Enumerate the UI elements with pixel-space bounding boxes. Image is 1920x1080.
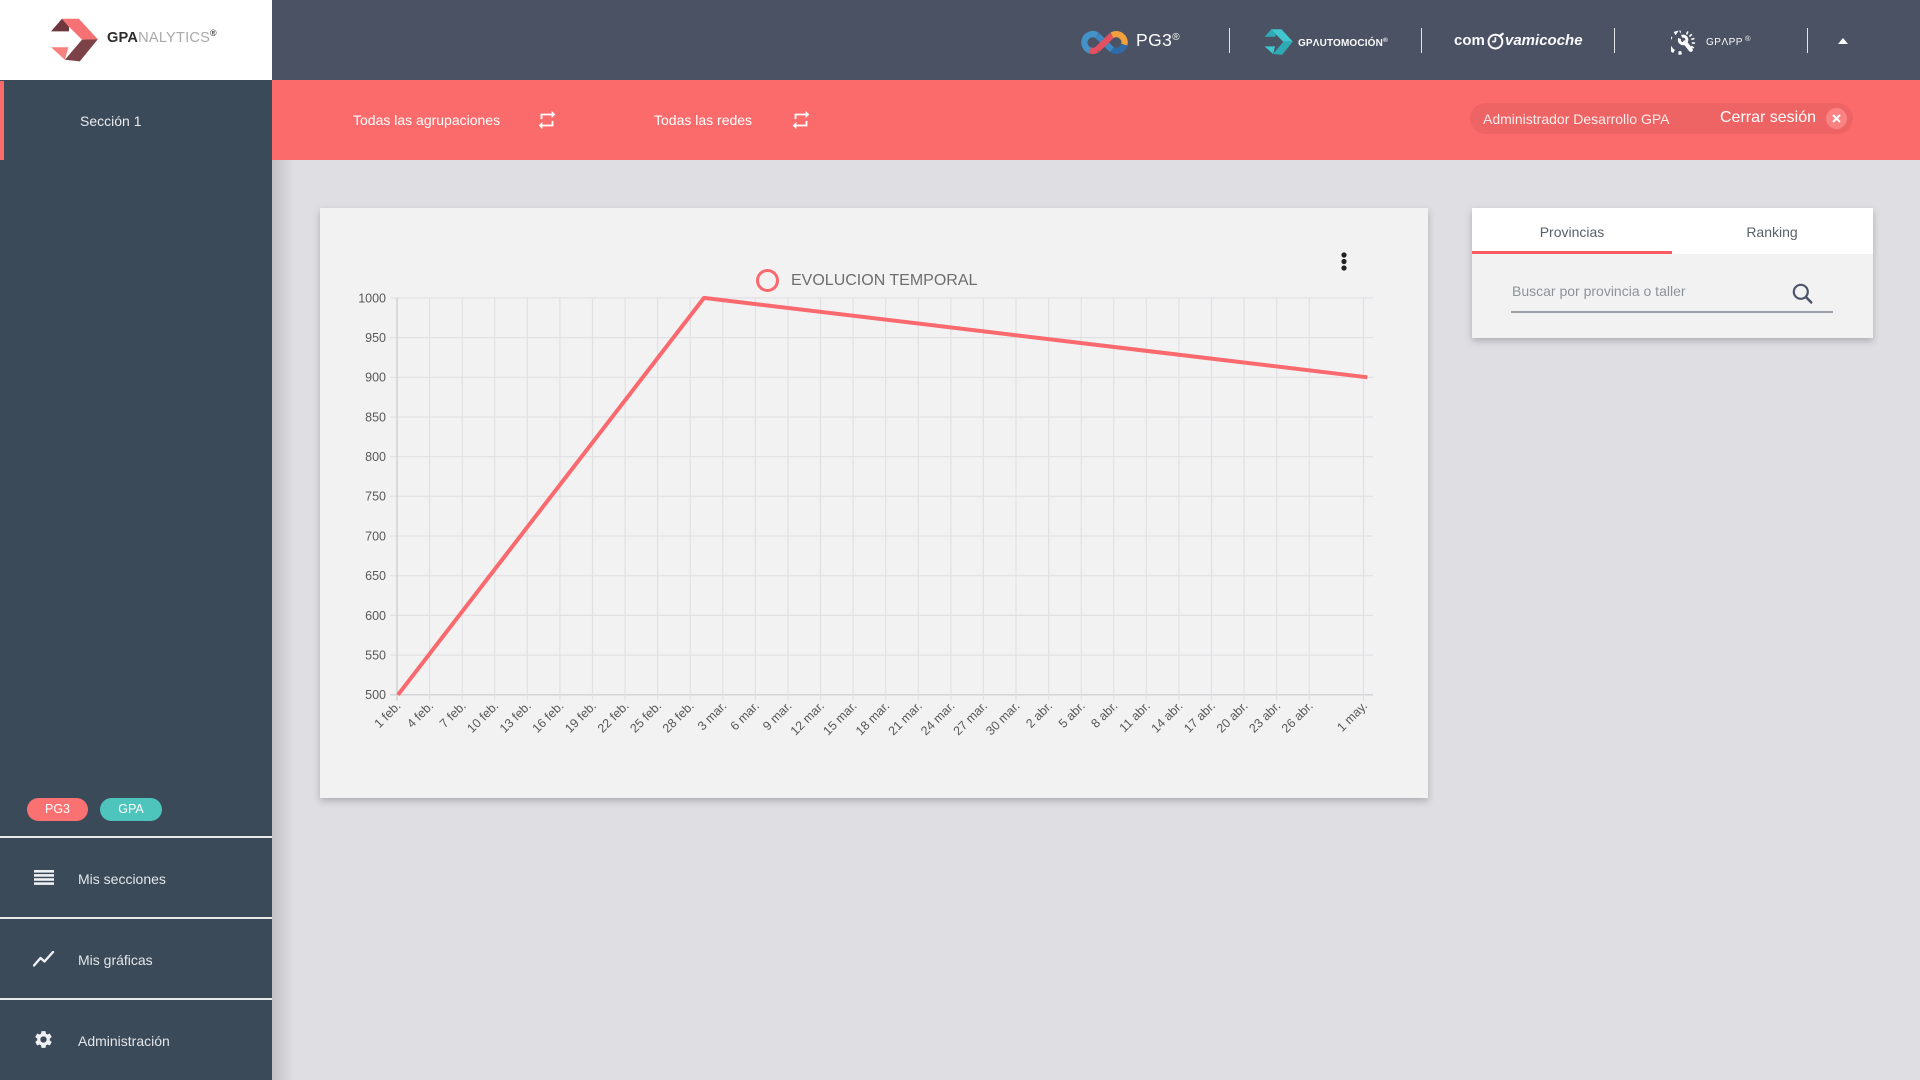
svg-text:800: 800 [365, 450, 386, 464]
svg-text:13 feb.: 13 feb. [497, 699, 534, 736]
svg-text:19 feb.: 19 feb. [562, 699, 599, 736]
svg-text:17 abr.: 17 abr. [1181, 699, 1218, 736]
svg-text:2 abr.: 2 abr. [1023, 699, 1055, 731]
svg-text:650: 650 [365, 569, 386, 583]
svg-text:14 abr.: 14 abr. [1149, 699, 1186, 736]
svg-text:18 mar.: 18 mar. [853, 699, 892, 738]
svg-text:11 abr.: 11 abr. [1117, 699, 1153, 735]
svg-text:550: 550 [365, 649, 386, 663]
svg-text:950: 950 [365, 331, 386, 345]
svg-text:700: 700 [365, 529, 386, 543]
svg-text:850: 850 [365, 410, 386, 424]
svg-text:26 abr.: 26 abr. [1279, 699, 1316, 736]
svg-text:23 abr.: 23 abr. [1246, 699, 1283, 736]
svg-text:5 abr.: 5 abr. [1056, 699, 1088, 731]
svg-text:22 feb.: 22 feb. [595, 699, 632, 736]
svg-text:900: 900 [365, 371, 386, 385]
svg-text:1000: 1000 [358, 291, 386, 305]
svg-text:16 feb.: 16 feb. [530, 699, 567, 736]
svg-text:21 mar.: 21 mar. [886, 699, 925, 738]
svg-text:6 mar.: 6 mar. [728, 699, 762, 733]
svg-text:27 mar.: 27 mar. [951, 699, 990, 738]
svg-text:1 may.: 1 may. [1334, 699, 1370, 735]
svg-text:25 feb.: 25 feb. [627, 699, 664, 736]
svg-text:12 mar.: 12 mar. [788, 699, 827, 738]
svg-text:30 mar.: 30 mar. [983, 699, 1022, 738]
svg-text:3 mar.: 3 mar. [695, 699, 729, 733]
svg-text:8 abr.: 8 abr. [1088, 699, 1120, 731]
svg-text:750: 750 [365, 490, 386, 504]
svg-text:4 feb.: 4 feb. [404, 699, 436, 731]
svg-text:600: 600 [365, 609, 386, 623]
svg-text:500: 500 [365, 688, 386, 702]
svg-text:24 mar.: 24 mar. [918, 699, 957, 738]
svg-text:20 abr.: 20 abr. [1214, 699, 1251, 736]
svg-text:15 mar.: 15 mar. [820, 699, 859, 738]
svg-text:1 feb.: 1 feb. [372, 699, 404, 731]
svg-text:10 feb.: 10 feb. [464, 699, 501, 736]
svg-text:28 feb.: 28 feb. [660, 699, 697, 736]
